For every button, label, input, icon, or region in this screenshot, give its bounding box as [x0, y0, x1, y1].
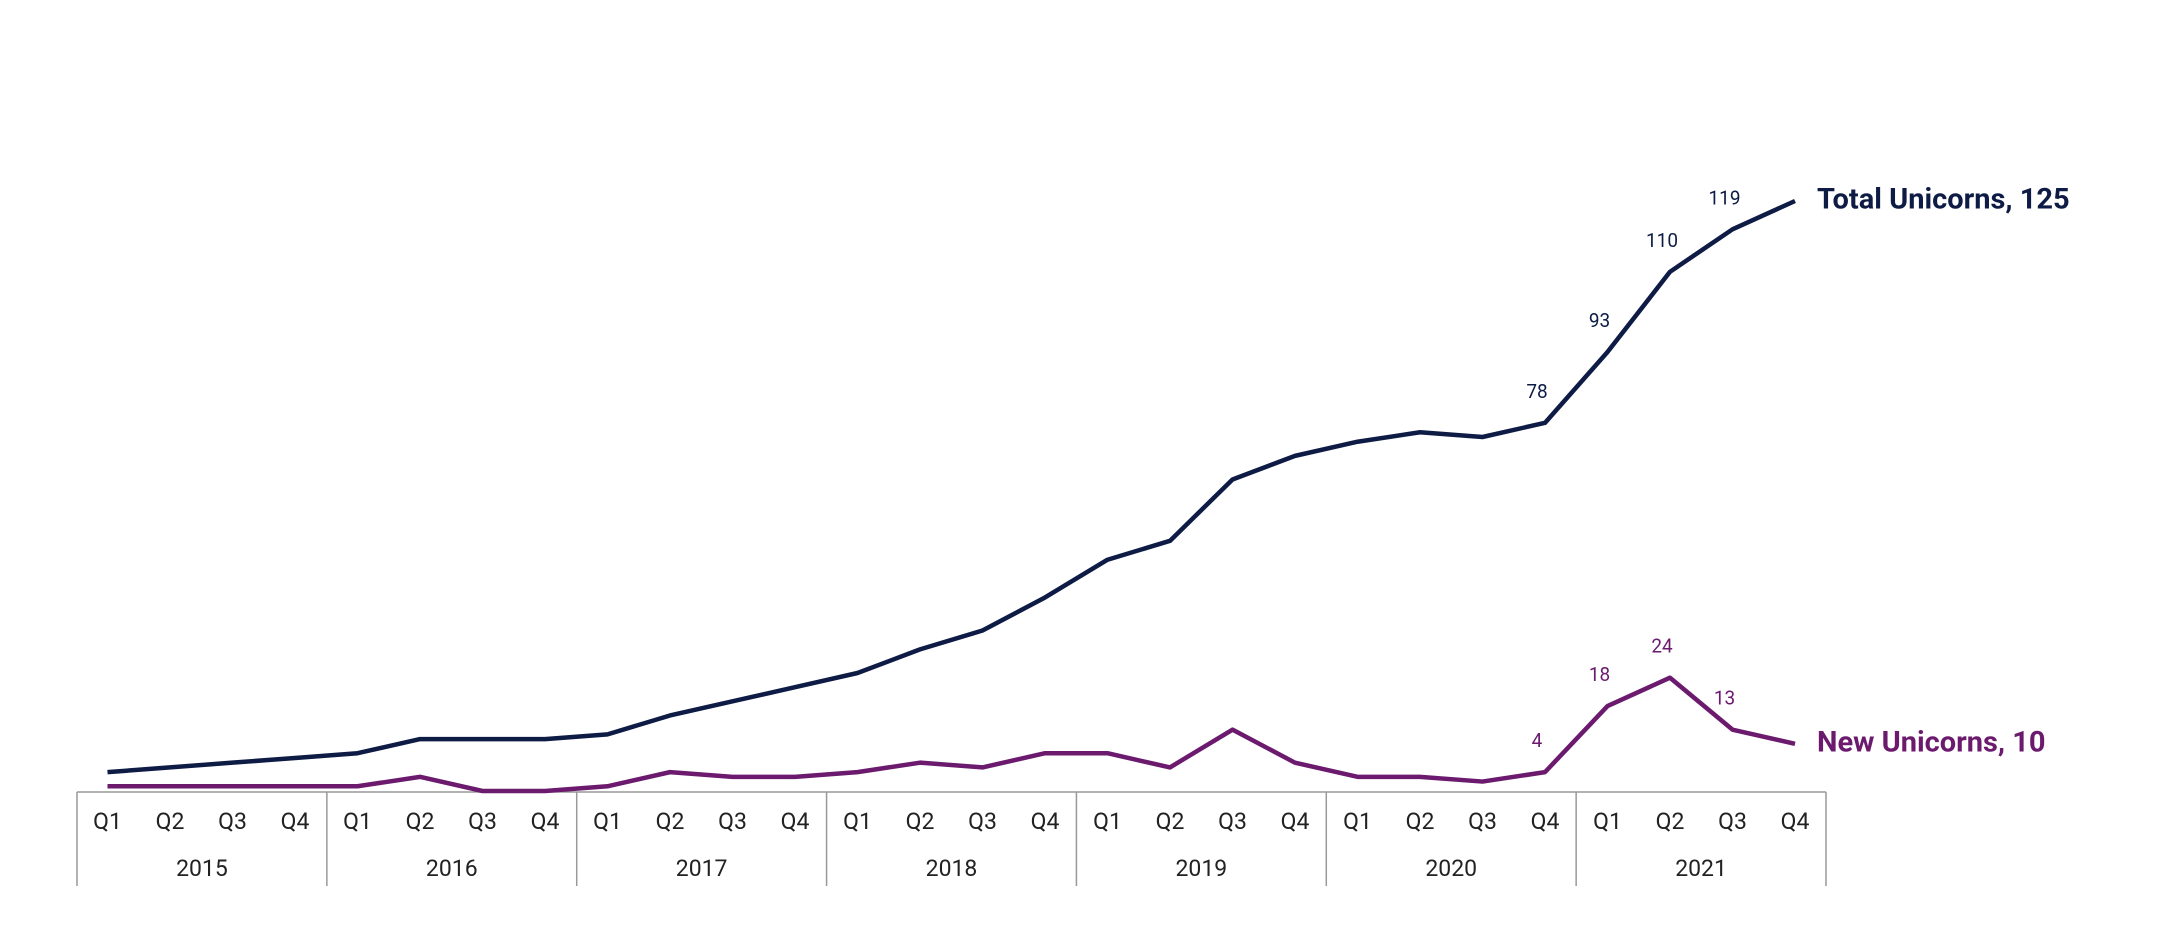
data-label: 93	[1589, 309, 1610, 332]
x-tick-label: Q1	[593, 808, 622, 835]
series-line	[107, 675, 1796, 794]
x-tick-label: Q4	[1531, 808, 1560, 835]
x-tick-label: Q3	[1218, 808, 1247, 835]
group-label: 2018	[926, 855, 978, 882]
x-tick-label: Q1	[343, 808, 372, 835]
series-end-label: New Unicorns, 10	[1817, 725, 2046, 759]
group-label: 2019	[1175, 855, 1227, 882]
group-label: 2017	[676, 855, 728, 882]
x-tick-label: Q2	[1156, 808, 1185, 835]
x-tick-label: Q3	[1718, 808, 1747, 835]
x-tick-label: Q1	[843, 808, 872, 835]
group-label: 2021	[1675, 855, 1727, 882]
x-tick-label: Q4	[1781, 808, 1810, 835]
data-label: 110	[1646, 229, 1678, 252]
group-label: 2020	[1425, 855, 1477, 882]
data-label: 78	[1526, 380, 1547, 403]
data-label: 119	[1708, 186, 1740, 209]
x-tick-label: Q3	[968, 808, 997, 835]
x-tick-label: Q3	[718, 808, 747, 835]
series-line	[107, 198, 1796, 775]
data-label: 13	[1714, 687, 1735, 710]
data-label: 24	[1651, 635, 1673, 658]
data-label: 4	[1532, 729, 1543, 752]
x-tick-label: Q2	[1406, 808, 1435, 835]
x-tick-label: Q3	[468, 808, 497, 835]
x-tick-label: Q1	[93, 808, 122, 835]
x-tick-label: Q4	[531, 808, 560, 835]
x-tick-label: Q1	[1093, 808, 1122, 835]
group-label: 2016	[426, 855, 478, 882]
x-tick-label: Q4	[281, 808, 310, 835]
x-tick-label: Q2	[906, 808, 935, 835]
x-tick-label: Q2	[1656, 808, 1685, 835]
x-tick-label: Q3	[218, 808, 247, 835]
data-label: 18	[1589, 663, 1610, 686]
x-tick-label: Q4	[1031, 808, 1060, 835]
group-label: 2015	[176, 855, 228, 882]
x-tick-label: Q2	[406, 808, 435, 835]
x-tick-label: Q2	[656, 808, 685, 835]
x-tick-label: Q4	[1281, 808, 1310, 835]
x-tick-label: Q1	[1593, 808, 1622, 835]
x-tick-label: Q3	[1468, 808, 1497, 835]
x-tick-label: Q2	[156, 808, 185, 835]
x-tick-label: Q1	[1343, 808, 1372, 835]
x-tick-label: Q4	[781, 808, 810, 835]
series-end-label: Total Unicorns, 125	[1817, 183, 2070, 217]
